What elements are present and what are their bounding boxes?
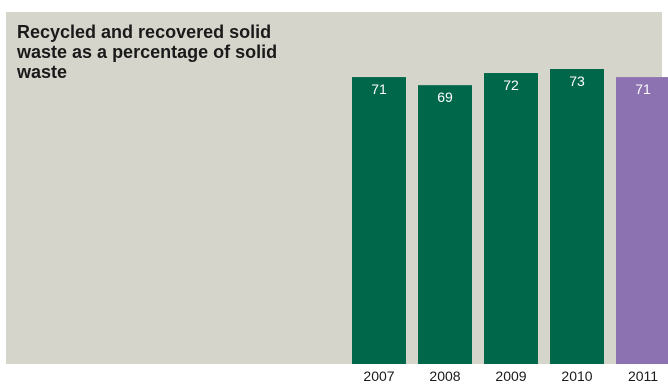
category-label-2009: 2009 bbox=[495, 368, 526, 384]
bar-2008 bbox=[418, 85, 472, 365]
bar-2011 bbox=[616, 77, 668, 365]
value-label-2009: 72 bbox=[503, 77, 519, 93]
category-label-2011: 2011 bbox=[628, 368, 658, 384]
value-label-2008: 69 bbox=[437, 89, 453, 105]
value-label-2011: 71 bbox=[635, 81, 651, 97]
value-label-2007: 71 bbox=[371, 81, 387, 97]
category-label-2007: 2007 bbox=[363, 368, 394, 384]
category-label-2008: 2008 bbox=[429, 368, 460, 384]
bar-2009 bbox=[484, 73, 538, 364]
category-label-2010: 2010 bbox=[561, 368, 592, 384]
value-label-2010: 73 bbox=[569, 73, 585, 89]
bar-2007 bbox=[352, 77, 406, 365]
chart-title: Recycled and recovered solid waste as a … bbox=[17, 22, 278, 82]
bar-2010 bbox=[550, 69, 604, 364]
